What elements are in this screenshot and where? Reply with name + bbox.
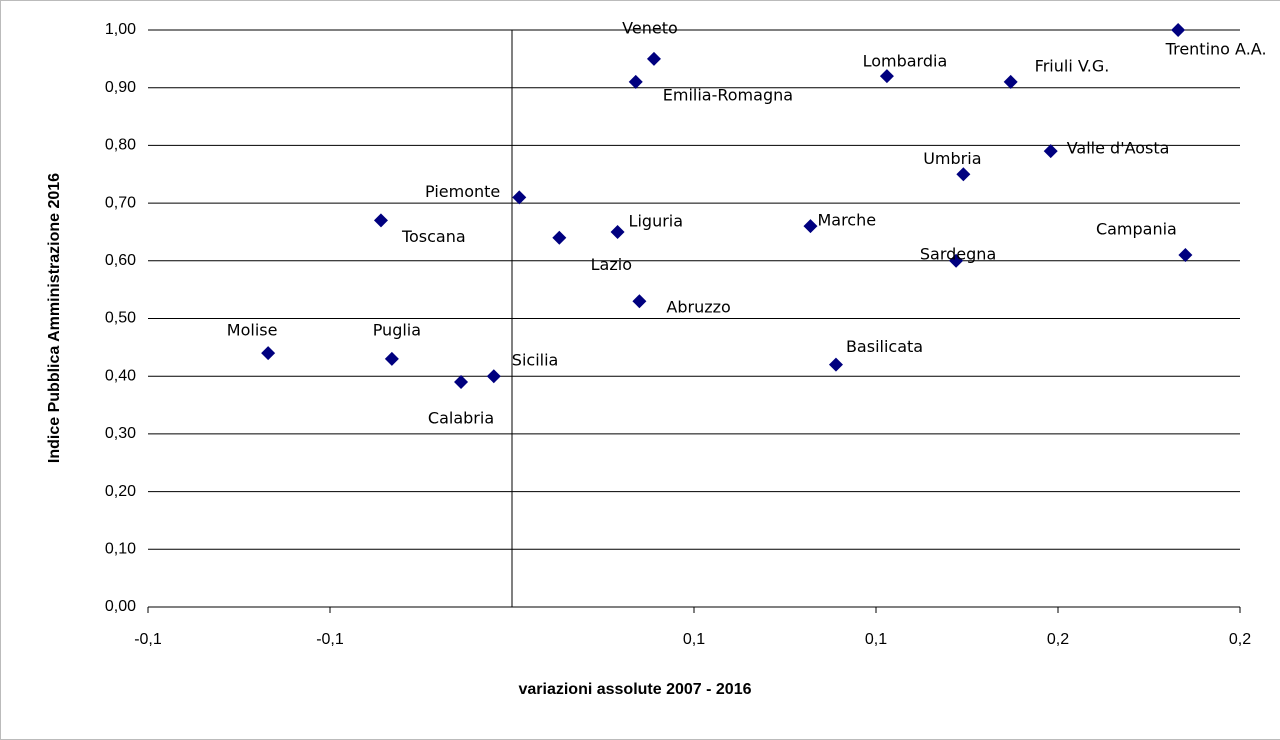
y-tick-label: 1,00 bbox=[105, 21, 136, 38]
point-label: Umbria bbox=[923, 149, 981, 168]
point-label: Lombardia bbox=[863, 52, 948, 71]
point bbox=[628, 74, 643, 89]
point-label: Basilicata bbox=[846, 337, 923, 356]
point bbox=[632, 294, 647, 309]
x-tick-label: 0,2 bbox=[1047, 631, 1069, 648]
point bbox=[828, 357, 843, 372]
y-tick-label: 0,70 bbox=[105, 194, 136, 211]
point-label: Lazio bbox=[591, 255, 632, 274]
point bbox=[646, 51, 661, 66]
point-label: Abruzzo bbox=[666, 298, 730, 317]
point-label: Veneto bbox=[622, 18, 678, 37]
y-tick-label: 0,20 bbox=[105, 483, 136, 500]
point bbox=[1178, 248, 1193, 263]
y-axis-title: Indice Pubblica Amministrazione 2016 bbox=[46, 173, 63, 463]
point-label: Friuli V.G. bbox=[1035, 56, 1110, 75]
point bbox=[384, 351, 399, 366]
y-tick-label: 0,30 bbox=[105, 425, 136, 442]
point bbox=[949, 253, 964, 268]
x-axis-title: variazioni assolute 2007 - 2016 bbox=[518, 681, 751, 698]
point bbox=[1171, 23, 1186, 37]
point-label: Piemonte bbox=[425, 182, 500, 201]
point bbox=[610, 224, 625, 239]
point bbox=[261, 346, 276, 361]
point bbox=[879, 69, 894, 84]
y-tick-label: 0,90 bbox=[105, 79, 136, 96]
y-tick-label: 0,40 bbox=[105, 367, 136, 384]
point bbox=[512, 190, 527, 205]
y-tick-label: 0,80 bbox=[105, 137, 136, 154]
point bbox=[454, 374, 469, 389]
x-tick-label: -0,1 bbox=[316, 631, 344, 648]
point-label: Sicilia bbox=[512, 351, 559, 370]
point-label: Emilia-Romagna bbox=[663, 85, 793, 104]
x-tick-label: 0,1 bbox=[683, 631, 705, 648]
point-label: Valle d'Aosta bbox=[1067, 139, 1170, 158]
point bbox=[486, 369, 501, 384]
y-tick-label: 0,10 bbox=[105, 541, 136, 558]
point-label: Campania bbox=[1096, 220, 1177, 239]
point-label: Trentino A.A. bbox=[1165, 40, 1267, 59]
x-tick-label: -0,1 bbox=[134, 631, 162, 648]
y-tick-label: 0,00 bbox=[105, 598, 136, 615]
point bbox=[1043, 144, 1058, 159]
point-label: Puglia bbox=[373, 320, 421, 339]
point-label: Sardegna bbox=[920, 244, 996, 263]
x-tick-label: 0,1 bbox=[865, 631, 887, 648]
point bbox=[1003, 74, 1018, 89]
point bbox=[956, 167, 971, 182]
point-label: Molise bbox=[227, 321, 278, 340]
point-label: Toscana bbox=[401, 227, 466, 246]
point bbox=[552, 230, 567, 245]
point-label: Calabria bbox=[428, 408, 494, 427]
x-tick-label: 0,2 bbox=[1229, 631, 1251, 648]
point-label: Marche bbox=[817, 211, 876, 230]
point bbox=[803, 219, 818, 234]
y-tick-label: 0,50 bbox=[105, 310, 136, 327]
point-label: Liguria bbox=[629, 211, 683, 230]
point bbox=[373, 213, 388, 228]
y-tick-label: 0,60 bbox=[105, 252, 136, 269]
